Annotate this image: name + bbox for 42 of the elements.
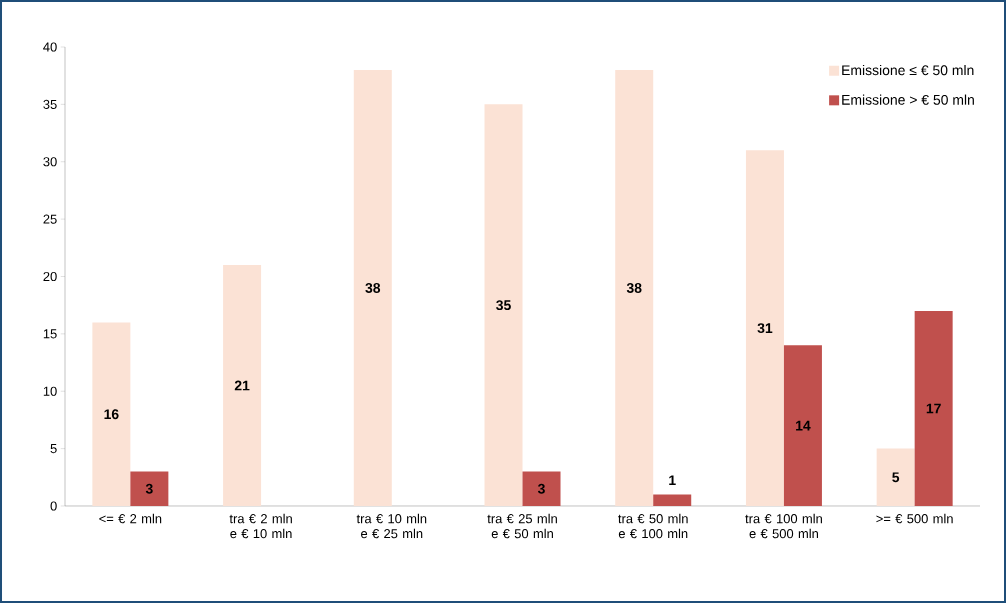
- y-tick-label: 0: [50, 501, 57, 511]
- data-label: 38: [365, 283, 381, 293]
- bar: [914, 310, 953, 506]
- x-tick-label: <= € 2 mln: [99, 513, 162, 524]
- bar: [783, 345, 822, 506]
- bar: [653, 494, 692, 506]
- bar: [615, 69, 654, 506]
- bar: [130, 471, 169, 506]
- data-label: 5: [892, 472, 900, 483]
- y-tick-label: 20: [43, 271, 57, 282]
- bar: [745, 150, 784, 506]
- x-tick-label: >= € 500 mln: [876, 513, 953, 524]
- y-tick-label: 35: [43, 99, 57, 109]
- bar: [223, 265, 262, 506]
- x-tick-label: tra € 100 mln e € 500 mln: [745, 513, 822, 539]
- legend-label: Emissione ≤ € 50 mln: [842, 64, 974, 76]
- bar: [92, 322, 131, 506]
- legend-label: Emissione > € 50 mln: [842, 94, 974, 105]
- bar: [353, 69, 392, 506]
- x-tick-label: tra € 25 mln e € 50 mln: [487, 513, 557, 539]
- bar: [876, 448, 915, 506]
- x-tick-label: tra € 50 mln e € 100 mln: [618, 513, 688, 539]
- data-label: 3: [145, 483, 153, 494]
- data-label: 3: [537, 483, 545, 494]
- y-tick-label: 15: [43, 329, 57, 339]
- y-tick-label: 25: [43, 214, 57, 224]
- data-label: 1: [669, 475, 676, 485]
- y-tick-label: 40: [43, 42, 57, 52]
- y-tick-label: 5: [50, 444, 57, 454]
- data-label: 16: [104, 409, 119, 420]
- y-tick-label: 10: [43, 386, 57, 396]
- data-label: 14: [796, 420, 811, 431]
- data-label: 21: [234, 380, 250, 391]
- bar: [522, 471, 561, 506]
- x-tick-label: tra € 2 mln e € 10 mln: [229, 513, 292, 539]
- data-label: 38: [626, 283, 642, 293]
- x-tick-label: tra € 10 mln e € 25 mln: [356, 513, 427, 539]
- data-label: 35: [496, 300, 511, 311]
- data-label: 31: [757, 323, 773, 334]
- y-tick-label: 30: [43, 157, 57, 167]
- bar: [484, 104, 523, 506]
- data-label: 17: [926, 403, 941, 414]
